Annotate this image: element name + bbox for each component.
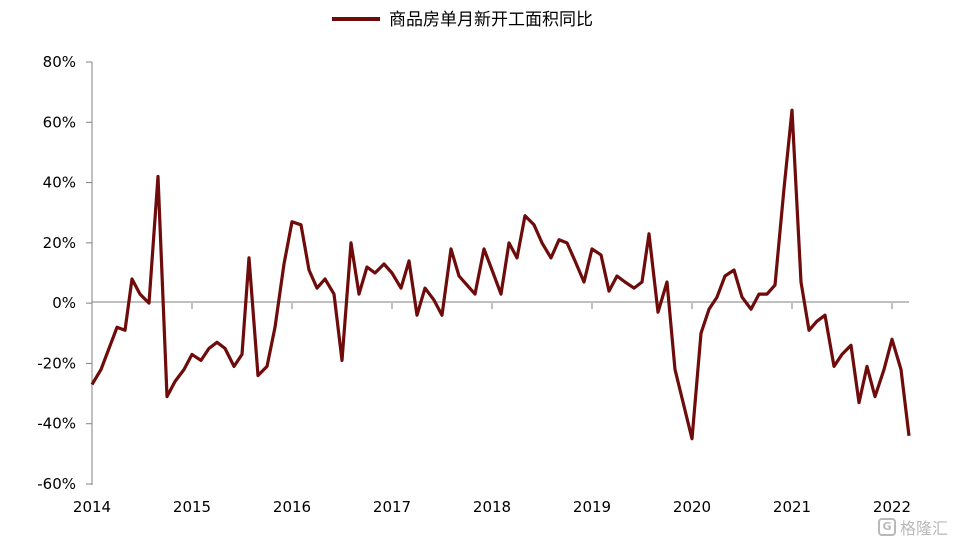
series-group (90, 108, 911, 441)
legend-label: 商品房单月新开工面积同比 (389, 10, 593, 30)
x-tick-label: 2018 (473, 498, 511, 516)
x-tick-label: 2020 (673, 498, 711, 516)
x-tick-label: 2021 (773, 498, 811, 516)
x-tick-label: 2022 (873, 498, 911, 516)
x-tick-label: 2015 (173, 498, 211, 516)
watermark: G 格隆汇 (877, 515, 948, 539)
watermark-text: 格隆汇 (899, 519, 948, 538)
y-tick-label: -60% (37, 475, 76, 493)
y-tick-label: 40% (43, 174, 76, 192)
x-tick-label: 2019 (573, 498, 611, 516)
y-tick-label: 0% (52, 294, 76, 312)
x-tick-label: 2014 (73, 498, 111, 516)
series-line (90, 108, 911, 441)
y-axis-ticks: 80% 60% 40% 20% 0% -20% -40% -60% (37, 53, 92, 493)
x-tick-label: 2017 (373, 498, 411, 516)
y-tick-label: -20% (37, 354, 76, 372)
watermark-logo-icon: G (877, 518, 896, 536)
y-tick-label: -40% (37, 415, 76, 433)
x-tick-label: 2016 (273, 498, 311, 516)
y-tick-label: 60% (43, 113, 76, 131)
y-tick-label: 20% (43, 234, 76, 252)
y-tick-label: 80% (43, 53, 76, 71)
x-axis-ticks: 2014 2015 2016 2017 2018 2019 2020 2021 2022 (73, 303, 911, 516)
